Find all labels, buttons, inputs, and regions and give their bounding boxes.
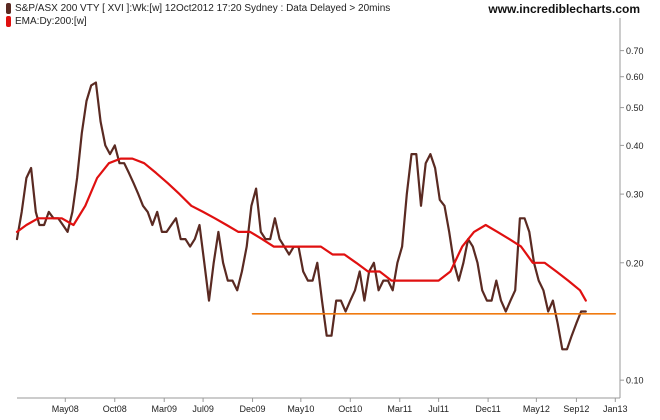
x-tick-label: Jul11 bbox=[428, 404, 449, 414]
x-tick-label: Dec09 bbox=[240, 404, 266, 414]
y-tick-label: 0.30 bbox=[626, 190, 644, 200]
x-tick-label: Mar11 bbox=[387, 404, 412, 414]
y-tick-label: 0.40 bbox=[626, 141, 644, 151]
x-tick-label: Jul09 bbox=[192, 404, 214, 414]
legend-ema: EMA:Dy:200:[w] bbox=[6, 16, 87, 27]
y-tick-label: 0.70 bbox=[626, 46, 644, 56]
x-tick-label: May08 bbox=[52, 404, 79, 414]
x-tick-label: Jan13 bbox=[603, 404, 628, 414]
y-tick-label: 0.60 bbox=[626, 72, 644, 82]
price-line bbox=[15, 81, 587, 351]
ema-label: EMA:Dy:200:[w] bbox=[15, 16, 87, 27]
x-tick-label: Mar09 bbox=[151, 404, 177, 414]
ema-swatch-icon bbox=[6, 16, 11, 27]
x-tick-label: Dec11 bbox=[475, 404, 500, 414]
x-tick-label: Oct08 bbox=[103, 404, 127, 414]
y-tick-label: 0.50 bbox=[626, 103, 644, 113]
x-tick-label: May12 bbox=[523, 404, 550, 414]
axes: 0.70 0.60 0.50 0.40 0.30 0.20 0.10 May08 Oct08 Ma… bbox=[17, 18, 644, 414]
legend-price: S&P/ASX 200 VTY [ XVI ]:Wk:[w] 12Oct2012… bbox=[6, 3, 390, 14]
series-label: S&P/ASX 200 VTY [ XVI ]:Wk:[w] 12Oct2012… bbox=[15, 3, 391, 14]
plot-area bbox=[15, 81, 617, 351]
y-tick-label: 0.10 bbox=[626, 376, 644, 386]
y-tick-label: 0.20 bbox=[626, 258, 644, 268]
x-tick-label: Sep12 bbox=[563, 404, 589, 414]
brand-link[interactable]: www.incrediblecharts.com bbox=[488, 2, 640, 16]
price-swatch-icon bbox=[6, 3, 11, 14]
x-tick-label: May10 bbox=[287, 404, 314, 414]
x-tick-label: Oct10 bbox=[338, 404, 362, 414]
ema-line bbox=[15, 157, 587, 302]
